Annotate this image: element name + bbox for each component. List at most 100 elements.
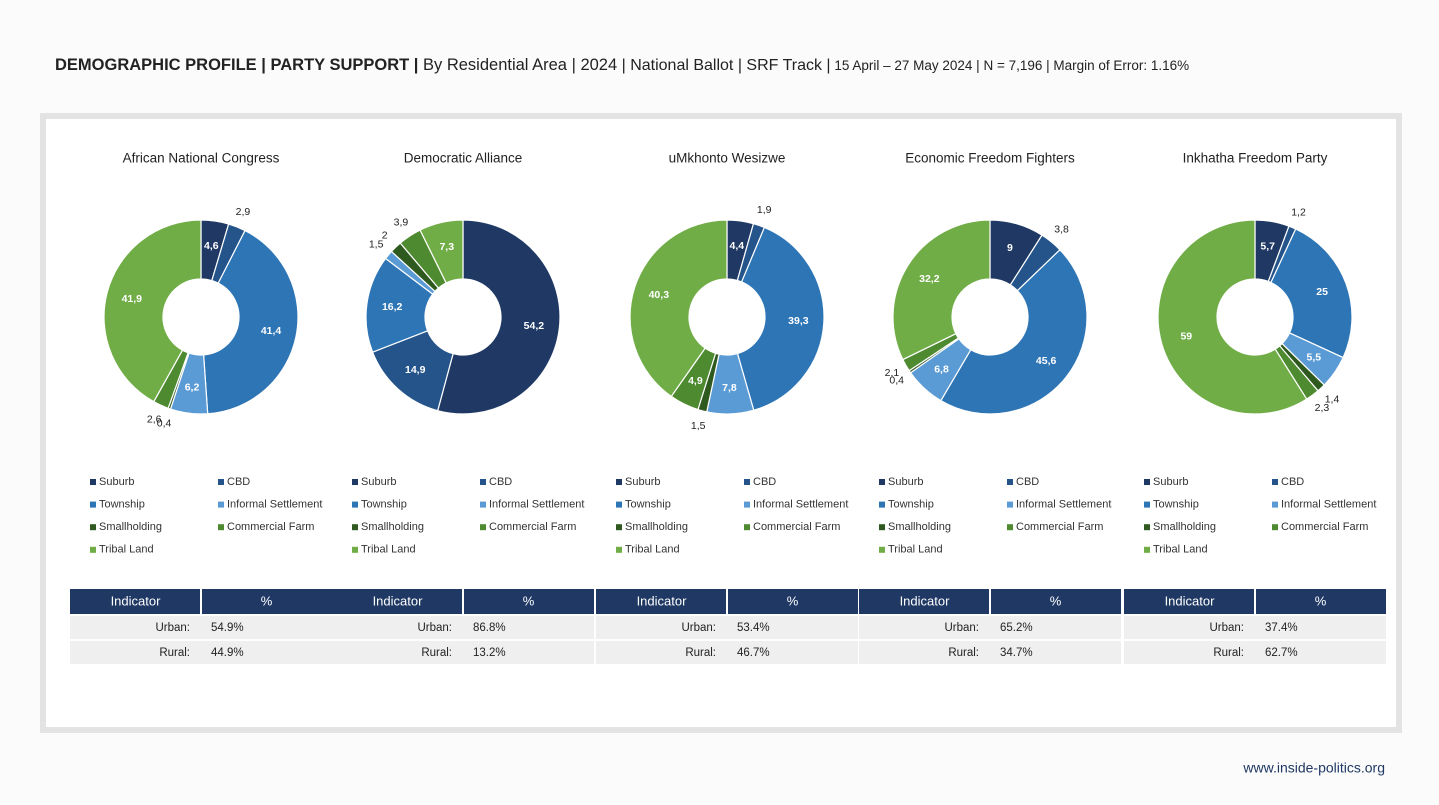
segment-label: 40,3 bbox=[649, 289, 670, 301]
table-cell: Urban: bbox=[944, 622, 979, 634]
legend-label: Tribal Land bbox=[625, 544, 680, 556]
table-cell: 37.4% bbox=[1265, 622, 1298, 634]
table-cell: Urban: bbox=[155, 622, 190, 634]
donut-segment bbox=[892, 219, 991, 361]
legend-label: Smallholding bbox=[625, 521, 688, 533]
legend-marker bbox=[616, 501, 622, 508]
table-cell: 65.2% bbox=[1000, 622, 1033, 634]
table-cell: 86.8% bbox=[473, 622, 506, 634]
table-row bbox=[596, 616, 858, 639]
table-row bbox=[1124, 641, 1386, 664]
table-row bbox=[859, 616, 1121, 639]
donut-segment bbox=[202, 229, 299, 415]
segment-label: 6,8 bbox=[934, 363, 949, 375]
legend-label: Suburb bbox=[625, 476, 660, 488]
legend-label: Township bbox=[99, 499, 145, 511]
table-row bbox=[70, 616, 332, 639]
legend-marker bbox=[352, 501, 358, 508]
legend-marker bbox=[218, 479, 224, 485]
legend-label: Commercial Farm bbox=[489, 521, 576, 533]
legend-marker bbox=[616, 546, 622, 553]
table-header: Indicator bbox=[637, 593, 688, 608]
title-part: DEMOGRAPHIC PROFILE | PARTY SUPPORT | bbox=[55, 56, 418, 74]
table-header-cell bbox=[464, 589, 594, 614]
table-header: % bbox=[523, 593, 535, 608]
table-cell: Urban: bbox=[417, 622, 452, 634]
segment-label: 7,8 bbox=[722, 382, 737, 394]
segment-label: 32,2 bbox=[919, 273, 940, 285]
legend-label: CBD bbox=[1281, 476, 1304, 488]
table-header: Indicator bbox=[1165, 593, 1216, 608]
legend-label: Commercial Farm bbox=[227, 521, 314, 533]
segment-label: 14,9 bbox=[405, 364, 426, 376]
table-header-cell bbox=[859, 589, 989, 614]
table-cell: 34.7% bbox=[1000, 647, 1033, 659]
table-row bbox=[859, 641, 1121, 664]
legend-label: CBD bbox=[227, 476, 250, 488]
legend-marker bbox=[90, 479, 96, 485]
legend-marker bbox=[480, 524, 486, 531]
segment-label: 4,9 bbox=[688, 375, 703, 387]
legend-label: Tribal Land bbox=[99, 544, 154, 556]
table-header-cell bbox=[70, 589, 200, 614]
table-row bbox=[332, 616, 594, 639]
legend-label: Smallholding bbox=[361, 521, 424, 533]
donut-segment bbox=[940, 248, 1088, 415]
legend-marker bbox=[879, 479, 885, 485]
table-cell: 53.4% bbox=[737, 622, 770, 634]
segment-label: 3,8 bbox=[1054, 223, 1069, 235]
table-cell: Urban: bbox=[1209, 622, 1244, 634]
table-cell: Rural: bbox=[421, 647, 452, 659]
segment-label: 3,9 bbox=[394, 216, 409, 228]
title-part: By Residential Area | 2024 bbox=[418, 56, 617, 74]
legend-marker bbox=[352, 524, 358, 531]
legend-label: Tribal Land bbox=[888, 544, 943, 556]
legend-marker bbox=[480, 501, 486, 508]
legend-marker bbox=[1007, 524, 1013, 531]
segment-label: 16,2 bbox=[382, 301, 403, 313]
legend-label: Commercial Farm bbox=[753, 521, 840, 533]
legend-marker bbox=[744, 479, 750, 485]
table-header-cell bbox=[728, 589, 858, 614]
chart-title: African National Congress bbox=[123, 151, 280, 166]
table-header-cell bbox=[332, 589, 462, 614]
legend-marker bbox=[1144, 524, 1150, 531]
legend-label: Smallholding bbox=[1153, 521, 1216, 533]
footer-url: www.inside-politics.org bbox=[1242, 760, 1385, 776]
legend-label: Township bbox=[888, 499, 934, 511]
table-cell: 44.9% bbox=[211, 647, 244, 659]
donut-segment bbox=[103, 219, 202, 403]
donut-segment bbox=[436, 219, 561, 415]
legend-marker bbox=[744, 524, 750, 531]
legend-marker bbox=[879, 546, 885, 553]
segment-label: 1,9 bbox=[757, 204, 772, 216]
segment-label: 39,3 bbox=[788, 315, 809, 327]
legend-label: Suburb bbox=[1153, 476, 1188, 488]
segment-label: 6,2 bbox=[185, 382, 200, 394]
segment-label: 0,4 bbox=[889, 374, 904, 386]
legend-label: Suburb bbox=[361, 476, 396, 488]
legend-marker bbox=[879, 524, 885, 531]
donut-segment bbox=[371, 329, 454, 412]
chart-title: Inkhatha Freedom Party bbox=[1183, 151, 1328, 166]
legend-label: Informal Settlement bbox=[1281, 499, 1376, 511]
table-cell: Rural: bbox=[948, 647, 979, 659]
legend-label: Commercial Farm bbox=[1016, 521, 1103, 533]
segment-label: 45,6 bbox=[1036, 355, 1057, 367]
legend-label: CBD bbox=[753, 476, 776, 488]
segment-label: 1,5 bbox=[369, 238, 384, 250]
table-row bbox=[596, 641, 858, 664]
legend-marker bbox=[352, 479, 358, 485]
segment-label: 0,4 bbox=[157, 418, 172, 430]
table-header: Indicator bbox=[900, 593, 951, 608]
legend-label: Tribal Land bbox=[361, 544, 416, 556]
segment-label: 5,5 bbox=[1307, 351, 1322, 363]
legend-label: Smallholding bbox=[888, 521, 951, 533]
donut-segment bbox=[1270, 228, 1353, 359]
table-cell: 46.7% bbox=[737, 647, 770, 659]
legend-label: Township bbox=[625, 499, 671, 511]
legend-marker bbox=[616, 479, 622, 485]
segment-label: 41,4 bbox=[261, 325, 282, 337]
donut-segment bbox=[736, 226, 825, 411]
